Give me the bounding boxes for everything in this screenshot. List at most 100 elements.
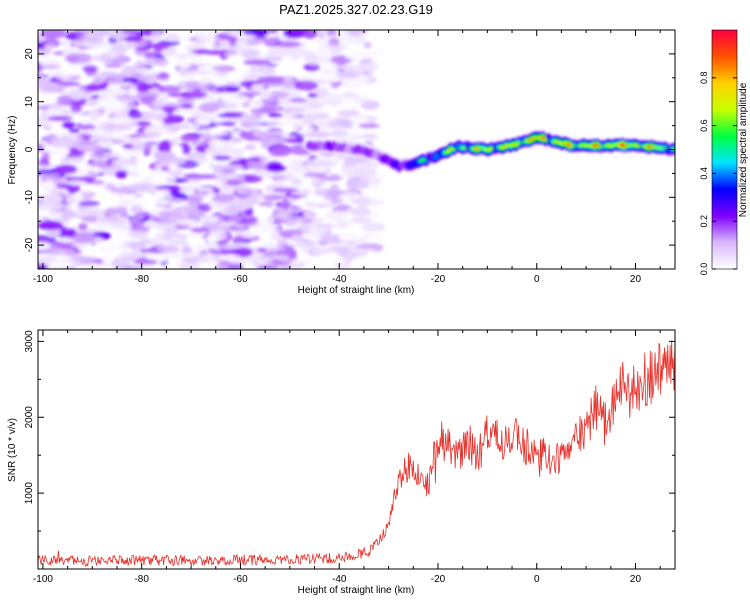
spectrogram-noise-cell — [38, 143, 45, 152]
spectrogram-noise-cell — [130, 214, 144, 222]
spectrogram-noise-cell — [219, 121, 237, 127]
spectrogram-noise-cell — [133, 37, 154, 46]
spectrogram-ridge-cell — [512, 143, 520, 146]
snr-series-line — [38, 340, 675, 568]
spectrogram-noise-cell — [337, 32, 348, 40]
spectrogram-noise-cell — [198, 102, 220, 113]
spectrogram-noise-cell — [323, 234, 344, 245]
snr-y-tick-label: 3000 — [24, 330, 35, 353]
spectrogram-noise-cell — [103, 152, 123, 158]
spectrogram-noise-cell — [160, 166, 170, 172]
spectrogram-noise-cell — [263, 37, 282, 47]
spectrogram-noise-cell — [362, 160, 380, 169]
snr-y-label: SNR (10 * v/v) — [7, 418, 18, 482]
spectrogram-ridge-cell — [507, 145, 514, 148]
spectrogram-noise-cell — [259, 154, 270, 164]
spectrogram-noise-cell — [272, 187, 298, 193]
spectrogram-noise-cell — [300, 125, 315, 133]
spectrogram-noise-cell — [281, 199, 291, 210]
spectrogram-noise-cell — [264, 56, 284, 62]
spectrogram-noise-cell — [283, 125, 299, 131]
spectrogram-noise-cell — [105, 183, 114, 190]
spectrogram-noise-cell — [289, 97, 307, 103]
spectrogram-noise-cell — [238, 33, 256, 40]
spectrogram-noise-cell — [109, 32, 138, 38]
spectrogram-noise-cell — [215, 262, 228, 269]
spectrogram-noise-cell — [266, 30, 279, 34]
spectrogram-noise-cell — [336, 109, 360, 117]
spectrogram-noise-cell — [306, 59, 324, 67]
spectrogram-noise-cell — [338, 223, 355, 228]
spectrogram-noise-cell — [276, 239, 289, 251]
spectrogram-noise-cell — [128, 110, 143, 119]
spectrogram-noise-cell — [289, 158, 305, 170]
spectrogram-noise-cell — [62, 67, 83, 76]
spectrogram-noise-cell — [342, 252, 354, 263]
spectrogram-noise-cell — [223, 49, 246, 60]
spectrogram-noise-cell — [183, 180, 204, 190]
spectrogram-noise-cell — [249, 162, 269, 170]
spectrogram-noise-cell — [197, 189, 206, 199]
spectrogram-noise-cell — [219, 221, 236, 227]
spectrogram-noise-cell — [324, 104, 339, 111]
spectrogram-noise-cell — [70, 104, 83, 113]
snr-panel: -100 -80 -60 -40 -20 0 20 1000 2000 3000 Height … — [7, 329, 676, 596]
spectrogram-noise-cell — [134, 60, 144, 70]
spectrogram-noise-cell — [143, 57, 169, 66]
spectrogram-noise-cell — [103, 257, 114, 263]
spectrogram-ridge-cell — [420, 158, 427, 161]
spectrogram-noise-cell — [197, 203, 212, 212]
spectrogram-noise-cell — [273, 98, 293, 109]
snr-x-tick-label: -20 — [431, 574, 446, 585]
spectrogram-noise-cell — [208, 231, 229, 242]
spectrogram-noise-cell — [367, 236, 378, 243]
snr-x-ticks: -100 -80 -60 -40 -20 0 20 — [33, 330, 661, 585]
spectrogram-noise-cell — [301, 119, 311, 125]
spectrogram-noise-cell — [39, 193, 64, 205]
spectrogram-noise-cell — [145, 110, 169, 121]
spectrogram-noise-cell — [110, 131, 131, 141]
spectrogram-noise-cell — [45, 211, 63, 220]
spectrogram-noise-cell — [142, 147, 152, 157]
spectrogram-noise-cell — [211, 193, 236, 203]
spectrogram-ridge-cell — [542, 138, 550, 141]
spectrogram-noise-cell — [199, 52, 212, 64]
spectrogram-noise-cell — [125, 116, 139, 127]
spectrogram-noise-cell — [64, 52, 92, 64]
spectrogram-noise-cell — [268, 254, 292, 261]
spectrogram-noise-cell — [257, 76, 285, 84]
spectrogram-y-tick-label: 20 — [24, 48, 35, 60]
spectrogram-noise-cell — [337, 191, 361, 203]
spectrogram-noise-cell — [221, 94, 249, 104]
spectrogram-noise-cell — [38, 220, 63, 231]
spectrogram-noise-cell — [70, 242, 94, 249]
spectrogram-noise-cell — [265, 52, 275, 57]
spectrogram-noise-cell — [240, 69, 259, 75]
spectrogram-noise-cell — [312, 179, 326, 187]
spectrogram-noise-cell — [43, 43, 56, 51]
spectrogram-noise-cell — [141, 71, 161, 77]
spectrogram-noise-cell — [308, 198, 333, 204]
spectrogram-noise-cell — [130, 204, 144, 214]
spectrogram-noise-cell — [298, 223, 318, 233]
spectrogram-noise-cell — [112, 244, 123, 250]
snr-frame — [37, 329, 676, 570]
spectrogram-noise-cell — [352, 129, 361, 135]
spectrogram-noise-cell — [80, 262, 107, 269]
spectrogram-noise-cell — [256, 248, 267, 253]
spectrogram-noise-cell — [288, 251, 298, 261]
spectrogram-noise-cell — [195, 173, 217, 180]
spectrogram-noise-cell — [38, 102, 46, 108]
spectrogram-noise-cell — [178, 97, 194, 103]
colorbar-ticks: 0.0 0.2 0.4 0.6 0.8 — [699, 72, 737, 275]
spectrogram-noise-cell — [317, 219, 337, 225]
spectrogram-noise-cell — [158, 210, 182, 217]
spectrogram-noise-cell — [222, 253, 241, 260]
spectrogram-y-tick-label: 0 — [24, 146, 35, 152]
spectrogram-noise-cell — [113, 157, 132, 166]
spectrogram-noise-cell — [305, 113, 331, 120]
spectrogram-x-tick-label: -80 — [134, 274, 149, 285]
spectrogram-noise-cell — [38, 172, 62, 178]
spectrogram-noise-cell — [93, 55, 108, 61]
